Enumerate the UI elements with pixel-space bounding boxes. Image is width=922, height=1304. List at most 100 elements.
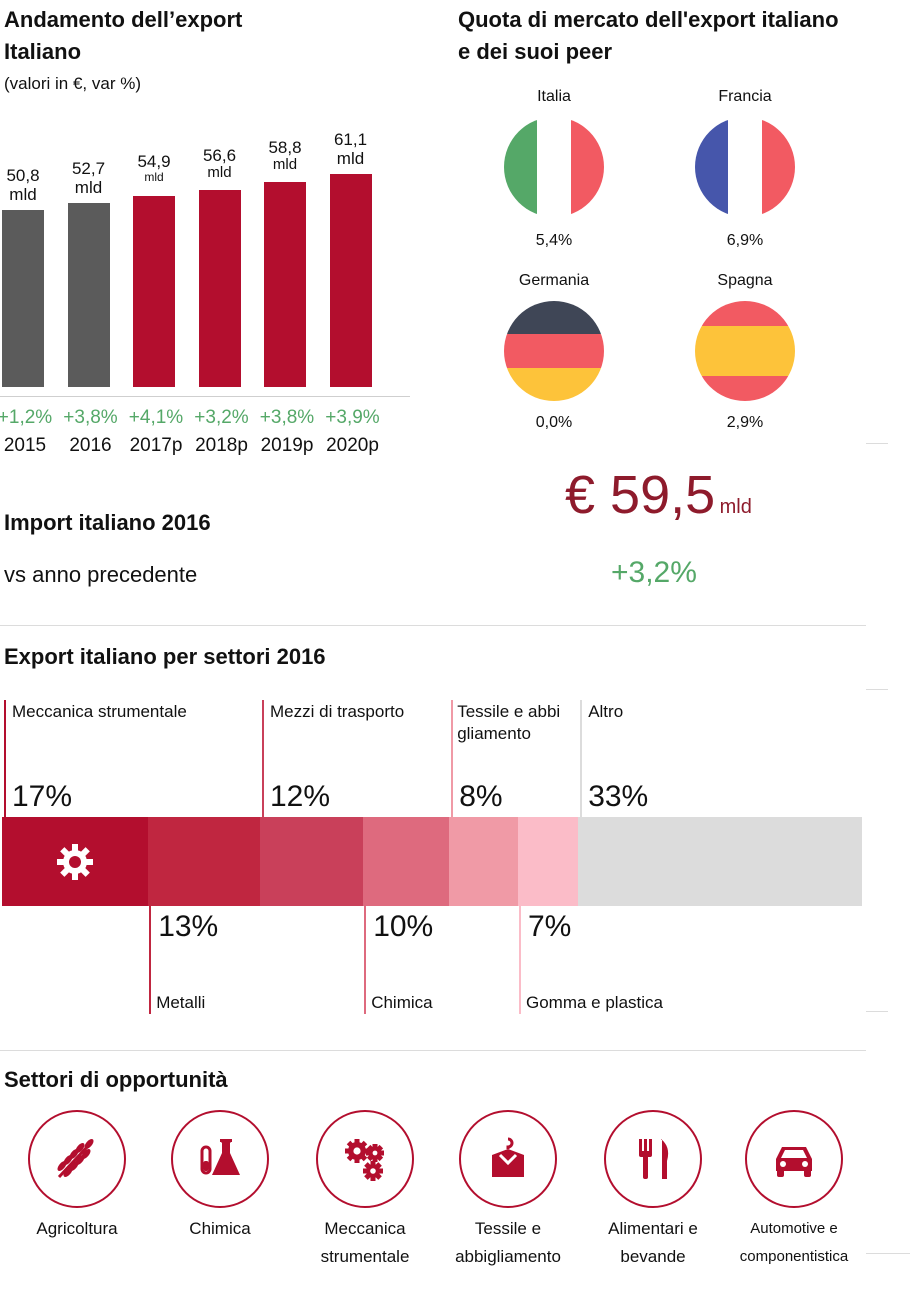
market-share-title-line2: e dei suoi peer [458,39,613,64]
bar [2,210,44,387]
bar [67,203,110,387]
sector-label: Mezzi di trasporto [270,702,405,721]
flag-stripe [504,334,604,368]
country-share-germania: 0,0% [535,414,573,431]
sector-segment [449,817,518,906]
sector-label: Altro [588,702,624,721]
growth-label: +3,2% [194,407,249,428]
flag-italia-icon [504,117,604,217]
sector-pct: 10% [373,910,434,943]
export-subtitle: (valori in €, var %) [4,74,141,93]
divider [866,443,888,444]
bar-value-label: 54,9 mld [123,152,185,184]
import-value: € 59,5 [565,465,716,525]
growth-label: +3,8% [63,407,118,428]
flag-germania-icon [504,301,604,401]
bar-value: 58,8 [268,138,302,158]
divider [0,625,866,626]
year-label: 2019p [260,435,314,456]
country-share-francia: 6,9% [726,232,764,249]
bar [198,189,241,387]
flag-stripe [761,117,795,217]
year-label: 2016 [69,435,112,456]
country-name-germania: Germania [518,272,590,289]
sector-leader-line [519,906,521,1014]
opportunity-circle [459,1110,557,1208]
sector-segment [518,817,579,906]
flag-stripe [504,367,604,401]
clothes-icon [492,1137,524,1177]
country-share-italia: 5,4% [535,232,573,249]
year-label: 2020p [326,435,379,456]
sector-segment [260,817,364,906]
bar-value-label: 50,8 mld [0,166,54,204]
sector-pct: 17% [12,780,73,813]
opportunity-circle [28,1110,126,1208]
bar [264,182,306,387]
sector-pct: 7% [528,910,572,943]
sectors-title: Export italiano per settori 2016 [4,644,326,669]
gears-icon [345,1139,384,1181]
sector-leader-line [149,906,152,1014]
country-name-italia: Italia [537,88,571,105]
wheat-icon [57,1139,94,1179]
sector-leader-line [364,906,367,1014]
import-value-group: € 59,5 mld [565,464,752,526]
opportunity-circle [316,1110,414,1208]
bar-unit: mld [272,156,298,174]
opportunity-label: bevande [620,1247,686,1266]
growth-label: +4,1% [128,407,184,428]
car-icon [776,1147,812,1177]
sector-leader-line [4,700,6,817]
bar-value-label: 61,1 mld [320,130,382,168]
export-title-line2: Italiano [4,39,82,64]
growth-label: +3,8% [259,407,315,428]
sector-label: Chimica [371,993,433,1012]
opportunity-circle [604,1110,702,1208]
import-unit: mld [719,496,752,518]
opportunity-label: componentistica [739,1248,849,1265]
sector-label: Meccanica strumentale [12,702,187,721]
bar-value: 54,9 [137,151,171,171]
year-label: 2018p [195,435,248,456]
cutlery-icon [639,1139,669,1179]
year-label: 2017p [129,435,183,456]
divider [866,1253,910,1254]
flag-francia-icon [695,117,795,217]
bar-value: 50,8 [6,166,40,185]
sector-pct: 33% [588,780,649,813]
bar-value-label: 52,7 mld [58,159,120,197]
bar-unit: mld [74,178,103,198]
opportunity-label: strumentale [320,1247,410,1266]
bar-unit: mld [336,149,365,168]
divider [0,1050,866,1051]
bar [329,174,372,387]
country-share-spagna: 2,9% [726,414,764,431]
growth-label: +3,9% [325,407,380,428]
sector-label: gliamento [457,724,531,743]
export-bar-chart: 50,8 mld +1,2% 2015 52,7 mld +3,8% 2016 54,9 mld +… [0,110,420,470]
bar-value: 56,6 [202,145,237,165]
divider [866,1011,888,1012]
flag-stripe [695,117,729,217]
sector-leader-line [451,700,454,817]
bar-value-label: 58,8 mld [254,138,316,173]
flag-stripe [728,117,762,217]
opportunities-title: Settori di opportunità [4,1067,228,1092]
flag-stripe [504,301,604,335]
market-share-title-line1: Quota di mercato dell'export italiano [458,7,839,32]
country-name-francia: Francia [718,88,772,105]
sector-segment [148,817,260,906]
country-name-spagna: Spagna [717,272,773,289]
bar-value-label: 56,6 mld [189,146,251,181]
flask-icon [200,1139,240,1175]
bar-unit: mld [9,185,37,204]
opportunity-circle [171,1110,269,1208]
opportunity-circle [745,1110,843,1208]
opportunity-label: abbigliamento [455,1247,561,1266]
sector-segment [2,817,149,906]
sector-label: Tessile e abbi [457,702,561,721]
sector-pct: 12% [270,780,331,813]
growth-label: +1,2% [0,407,53,428]
flag-stripe [695,376,795,401]
